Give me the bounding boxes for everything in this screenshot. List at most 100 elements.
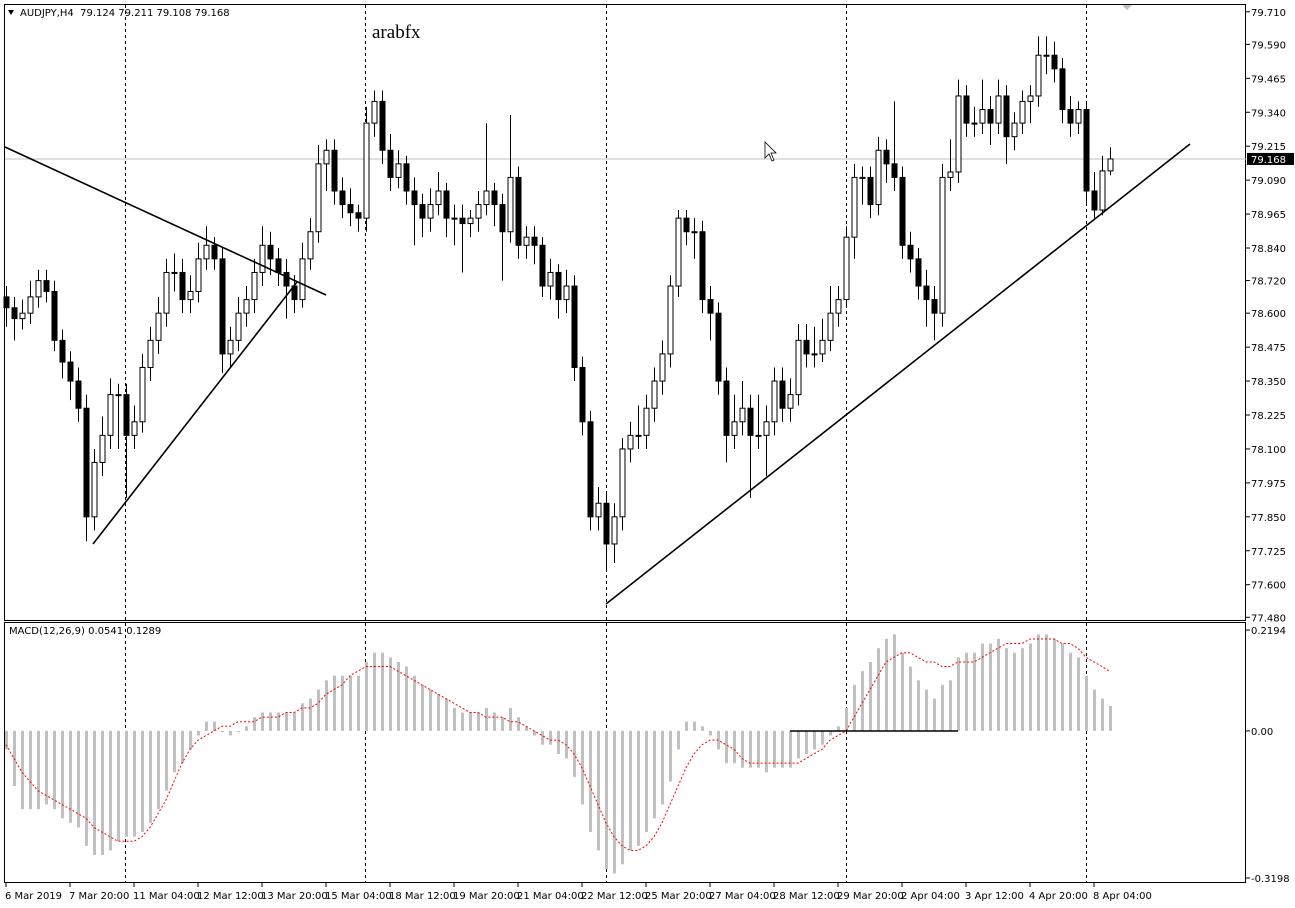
- macd-bar: [893, 634, 896, 731]
- macd-bar: [309, 698, 312, 731]
- candle-body: [235, 312, 242, 341]
- y-tick-label: 78.225: [1251, 411, 1286, 422]
- macd-bar: [709, 730, 712, 736]
- macd-bar: [325, 680, 328, 731]
- candle-body: [723, 380, 730, 436]
- macd-bar: [421, 684, 424, 731]
- candle-body: [1027, 95, 1034, 102]
- macd-bar: [805, 730, 808, 754]
- candle-body: [899, 176, 906, 246]
- macd-bar: [749, 730, 752, 768]
- macd-bar: [733, 730, 736, 764]
- macd-bar: [269, 712, 272, 731]
- candle-body: [931, 299, 938, 314]
- macd-bar: [877, 648, 880, 731]
- macd-bar: [525, 726, 528, 731]
- candle-body: [99, 434, 106, 464]
- trendline: [605, 143, 1191, 605]
- candle-body: [827, 312, 834, 341]
- x-tick-label: 28 Mar 12:00: [773, 891, 840, 902]
- macd-bar: [125, 730, 128, 837]
- macd-bar: [341, 675, 344, 731]
- macd-bar: [557, 730, 560, 754]
- macd-bar: [1093, 689, 1096, 731]
- candle-body: [115, 394, 122, 397]
- candle-body: [731, 421, 738, 436]
- candle-body: [995, 95, 1002, 124]
- macd-bar: [965, 652, 968, 731]
- macd-bar: [813, 730, 816, 750]
- x-tick-label: 11 Mar 04:00: [133, 891, 200, 902]
- macd-bar: [109, 730, 112, 851]
- macd-bar: [685, 721, 688, 731]
- y-tick-label: 77.725: [1251, 547, 1286, 558]
- candle-body: [299, 258, 306, 301]
- candle-body: [787, 394, 794, 409]
- candle-body: [155, 312, 162, 341]
- macd-bar: [133, 730, 136, 837]
- macd-bar: [741, 730, 744, 768]
- candle-body: [619, 448, 626, 518]
- candle-body: [355, 212, 362, 219]
- candle-body: [891, 163, 898, 178]
- macd-bar: [869, 661, 872, 731]
- symbol-menu-arrow[interactable]: [8, 10, 14, 15]
- candle-body: [563, 285, 570, 301]
- candle-body: [1107, 158, 1114, 172]
- y-tick-label: 77.975: [1251, 479, 1286, 490]
- macd-bar: [157, 730, 160, 810]
- candle-body: [3, 296, 10, 309]
- macd-bar: [365, 661, 368, 731]
- macd-bar: [277, 712, 280, 731]
- macd-bar: [797, 730, 800, 759]
- x-tick-label: 27 Mar 04:00: [709, 891, 776, 902]
- candle-body: [203, 244, 210, 260]
- macd-bar: [1069, 652, 1072, 731]
- candle-body: [747, 407, 754, 436]
- y-tick-label: 77.600: [1251, 581, 1286, 592]
- candle-body: [379, 100, 386, 151]
- candle-body: [515, 176, 522, 246]
- candle-body: [219, 258, 226, 355]
- candle-body: [595, 502, 602, 518]
- mouse-cursor: [764, 141, 777, 162]
- candle-body: [883, 149, 890, 165]
- candle-body: [955, 95, 962, 173]
- candle-body: [179, 271, 186, 301]
- macd-bar: [397, 661, 400, 731]
- macd-bar: [69, 730, 72, 823]
- macd-bar: [5, 730, 8, 750]
- macd-bar: [613, 730, 616, 874]
- candle-body: [715, 312, 722, 382]
- candle-body: [819, 339, 826, 355]
- macd-bar: [605, 730, 608, 869]
- macd-bar: [181, 730, 184, 764]
- candle-body: [643, 407, 650, 436]
- candle-body: [131, 421, 138, 436]
- macd-bar: [37, 730, 40, 810]
- macd-bar: [1005, 648, 1008, 731]
- macd-bar: [509, 707, 512, 731]
- x-tick-label: 25 Mar 20:00: [645, 891, 712, 902]
- candle-body: [251, 271, 258, 301]
- x-tick-label: 8 Apr 04:00: [1093, 891, 1152, 902]
- macd-bar: [917, 680, 920, 731]
- candle-body: [347, 204, 354, 214]
- macd-bar: [693, 721, 696, 731]
- candle-body: [467, 217, 474, 225]
- candle-body: [667, 285, 674, 355]
- macd-bar: [973, 652, 976, 731]
- y-tick-label: 78.840: [1251, 244, 1286, 255]
- y-tick-label: 0.2194: [1251, 626, 1286, 637]
- candle-body: [875, 149, 882, 206]
- candle-body: [211, 244, 218, 260]
- y-tick-label: 78.350: [1251, 377, 1286, 388]
- candle-body: [803, 339, 810, 355]
- y-tick-label: 77.850: [1251, 513, 1286, 524]
- candle-body: [611, 516, 618, 545]
- candle-body: [107, 394, 114, 436]
- macd-bar: [429, 689, 432, 731]
- candle-body: [635, 434, 642, 437]
- macd-bar: [949, 680, 952, 731]
